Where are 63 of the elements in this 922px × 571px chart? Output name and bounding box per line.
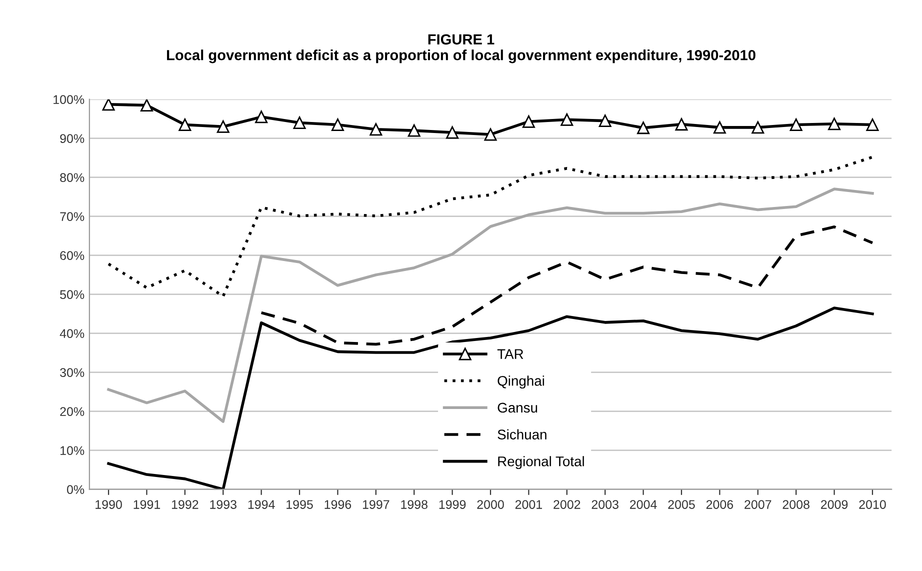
y-tick-label: 60% [60, 251, 84, 260]
point [102, 99, 115, 111]
legend-label: Qinghai [498, 376, 544, 389]
point [140, 99, 153, 112]
point [408, 124, 420, 137]
point [637, 122, 650, 134]
point [255, 110, 268, 124]
x-tick-label: 2009 [821, 500, 848, 509]
x-tick-label: 2006 [706, 500, 734, 509]
line-series [107, 156, 874, 298]
point [752, 121, 764, 134]
point [522, 115, 535, 128]
y-tick-label: 40% [60, 329, 84, 338]
point [178, 118, 192, 131]
y-tick-label: 10% [60, 446, 84, 455]
x-tick-label: 1998 [401, 500, 428, 509]
point [713, 121, 726, 134]
x-tick-label: 2004 [630, 500, 657, 509]
legend-label: Sichuan [498, 429, 546, 440]
x-tick-label: 2007 [744, 500, 772, 509]
x-tick-label: 1996 [324, 500, 352, 509]
chart-title: FIGURE 1 Local government deficit as a proportion of local government expenditure, 1990-2010 [167, 34, 756, 64]
legend-label: Gansu [498, 402, 538, 413]
x-tick-label: 2010 [859, 500, 886, 509]
x-tick-label: 1992 [172, 500, 198, 509]
y-tick-label: 90% [60, 134, 84, 144]
point [370, 123, 382, 136]
legend-label: Regional Total [498, 456, 584, 470]
x-tick-label: 1997 [362, 500, 390, 509]
x-tick-label: 1993 [210, 500, 236, 509]
line-series [107, 306, 874, 490]
y-tick-label: 20% [60, 407, 84, 416]
y-tick-label: 0% [66, 485, 84, 494]
point [828, 118, 841, 130]
point [293, 116, 306, 130]
point [675, 118, 688, 131]
y-tick-label: 30% [60, 368, 84, 377]
x-tick-label: 1999 [439, 500, 466, 509]
x-tick-label: 2003 [592, 500, 618, 509]
y-tick-label: 50% [60, 290, 84, 300]
point [446, 126, 459, 139]
point [866, 118, 879, 131]
line-series [260, 225, 874, 346]
x-tick-label: 2005 [668, 500, 695, 509]
point [331, 118, 344, 131]
y-tick-label: 80% [60, 173, 84, 182]
x-tick-label: 2001 [515, 500, 542, 509]
point [560, 113, 574, 126]
point [216, 120, 230, 133]
y-tick-label: 70% [60, 212, 84, 222]
legend-label: TAR [497, 349, 524, 359]
y-tick-label: 100% [54, 95, 84, 104]
point [790, 118, 802, 131]
point [484, 128, 497, 141]
x-tick-label: 1994 [248, 500, 275, 509]
line-series [107, 188, 874, 423]
x-tick-label: 2000 [477, 500, 504, 509]
x-tick-label: 1995 [286, 500, 313, 509]
x-tick-label: 1991 [134, 500, 160, 509]
point [598, 114, 612, 128]
x-tick-label: 2008 [782, 500, 810, 509]
x-tick-label: 2002 [554, 500, 580, 509]
x-tick-label: 1990 [96, 500, 122, 509]
